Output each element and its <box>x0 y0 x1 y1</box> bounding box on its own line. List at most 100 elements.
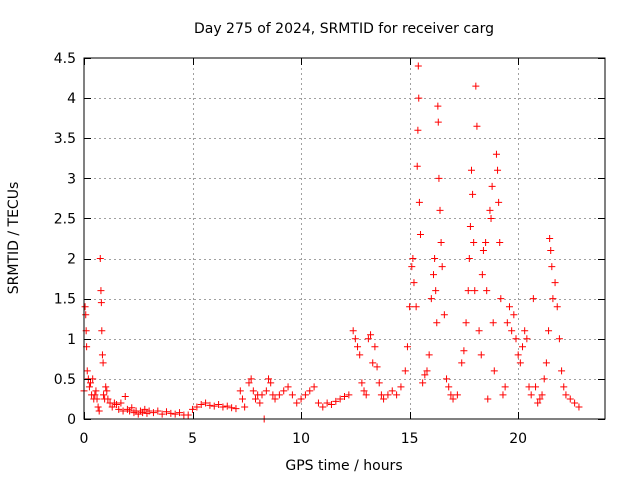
chart-title: Day 275 of 2024, SRMTID for receiver car… <box>194 21 494 37</box>
data-point <box>503 319 511 327</box>
data-point <box>505 303 513 311</box>
data-point <box>516 359 524 367</box>
y-tick-label: 2.5 <box>54 211 76 227</box>
data-point <box>465 255 473 263</box>
data-point <box>415 198 423 206</box>
data-point <box>141 405 149 413</box>
data-point <box>413 162 421 170</box>
data-point <box>540 375 548 383</box>
data-point <box>375 379 383 387</box>
data-point <box>236 387 244 395</box>
data-point <box>477 351 485 359</box>
data-point <box>571 399 579 407</box>
data-point <box>154 407 162 415</box>
data-points <box>80 62 583 423</box>
data-point <box>384 391 392 399</box>
data-point <box>423 367 431 375</box>
data-point <box>415 94 423 102</box>
plot-frame <box>83 57 606 420</box>
data-point <box>206 401 214 409</box>
data-point <box>95 407 103 415</box>
data-point <box>388 387 396 395</box>
data-point <box>538 391 546 399</box>
data-point <box>435 174 443 182</box>
data-point <box>267 379 275 387</box>
data-point <box>410 279 418 287</box>
data-point <box>414 126 422 134</box>
data-point <box>358 379 366 387</box>
data-point <box>158 410 166 418</box>
data-point <box>121 393 129 401</box>
data-point <box>403 343 411 351</box>
data-point <box>483 287 491 295</box>
data-point <box>560 383 568 391</box>
data-point <box>473 122 481 130</box>
data-point <box>89 375 97 383</box>
y-tick-label: 4.5 <box>54 51 76 67</box>
data-point <box>176 409 184 417</box>
data-point <box>202 399 210 407</box>
data-point <box>97 299 105 307</box>
data-point <box>341 393 348 401</box>
data-point <box>558 367 566 375</box>
data-point <box>482 239 490 247</box>
data-point <box>262 387 270 395</box>
data-point <box>369 359 377 367</box>
data-point <box>275 391 283 399</box>
data-point <box>351 335 359 343</box>
data-point <box>98 327 106 335</box>
data-point <box>354 343 362 351</box>
data-point <box>453 391 461 399</box>
data-point <box>421 371 429 379</box>
data-point <box>490 367 498 375</box>
data-point <box>284 383 292 391</box>
y-tick-label: 3 <box>67 171 76 187</box>
data-point <box>314 399 322 407</box>
data-point <box>377 391 385 399</box>
data-point <box>310 383 318 391</box>
data-point <box>464 287 472 295</box>
data-point <box>409 255 417 263</box>
data-point <box>546 235 554 242</box>
data-point <box>245 379 253 387</box>
data-point <box>215 401 223 409</box>
y-tick-label: 4 <box>67 91 76 107</box>
data-point <box>128 404 136 412</box>
data-point <box>81 303 89 311</box>
data-point <box>92 387 100 395</box>
data-point <box>171 410 179 418</box>
x-tick-label: 0 <box>80 431 89 447</box>
y-tick-label: 1.5 <box>54 292 76 308</box>
data-point <box>249 387 257 395</box>
data-point <box>466 222 474 230</box>
data-point <box>115 405 123 413</box>
data-point <box>288 391 296 399</box>
data-point <box>512 335 520 343</box>
data-point <box>414 62 422 70</box>
data-point <box>408 263 416 271</box>
data-point <box>265 375 273 383</box>
data-point <box>393 391 401 399</box>
data-point <box>113 401 121 409</box>
data-point <box>523 335 531 343</box>
data-point <box>432 287 440 295</box>
data-point <box>419 379 427 387</box>
data-point <box>271 395 279 403</box>
data-point <box>427 295 435 303</box>
data-point <box>103 387 111 395</box>
data-point <box>501 383 509 391</box>
data-point <box>280 387 288 395</box>
data-point <box>542 359 550 367</box>
data-point <box>297 395 305 403</box>
data-point <box>193 403 201 411</box>
data-point <box>97 287 105 295</box>
data-point <box>85 383 93 391</box>
data-point <box>438 263 446 271</box>
data-point <box>488 182 496 190</box>
data-point <box>238 395 246 403</box>
data-point <box>100 391 108 399</box>
data-point <box>447 391 455 399</box>
data-point <box>247 375 255 383</box>
data-point <box>345 391 353 399</box>
data-point <box>566 395 574 403</box>
